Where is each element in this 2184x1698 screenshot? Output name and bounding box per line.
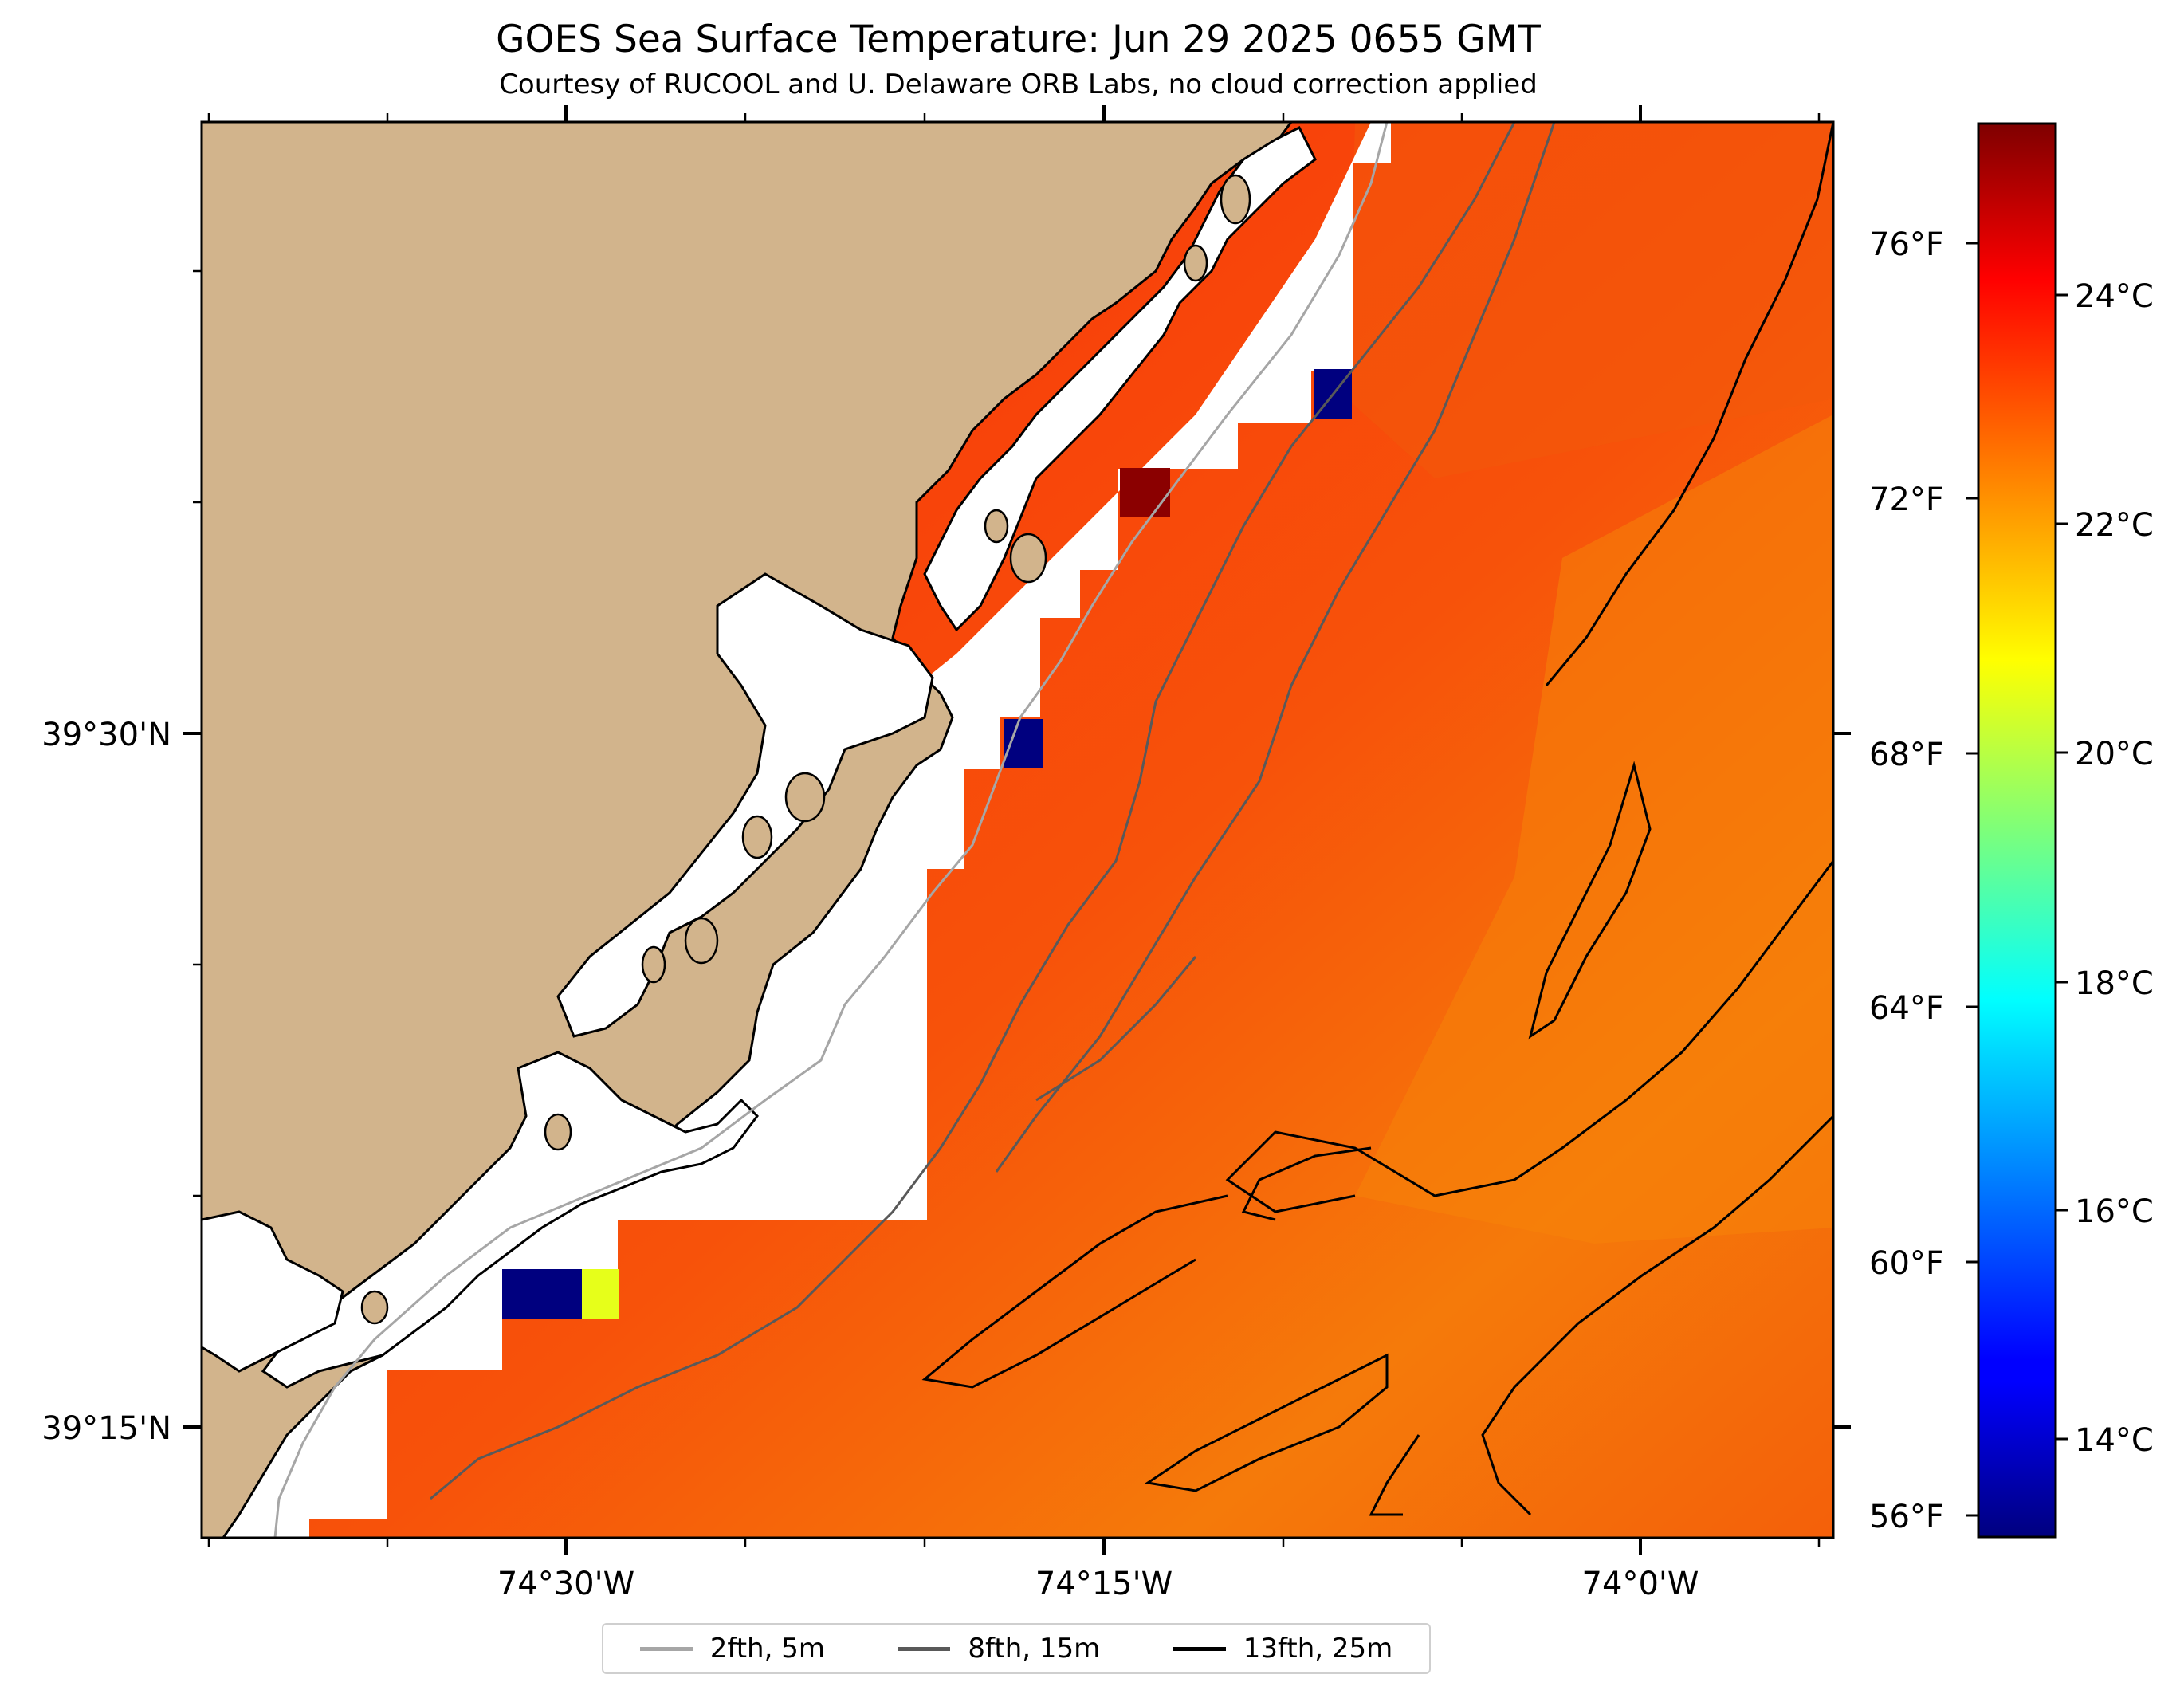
colorbar-label-60f: 60°F [1869, 1245, 1944, 1282]
map-subtitle: Courtesy of RUCOOL and U. Delaware ORB L… [499, 69, 1538, 100]
lat-label-39-15: 39°15'N [41, 1410, 171, 1447]
colorbar-ticks-celsius [2056, 293, 2068, 1441]
colorbar-label-56f: 56°F [1869, 1499, 1944, 1535]
legend-label-8fth: 8fth, 15m [968, 1633, 1101, 1665]
legend-swatch-2fth [639, 1646, 693, 1651]
legend-item-2fth: 2fth, 5m [639, 1633, 825, 1665]
colorbar-label-68f: 68°F [1869, 737, 1944, 773]
cloud-pixel-darkred-3 [1120, 468, 1170, 517]
map-minor-ticks [193, 113, 1821, 1547]
colorbar-label-72f: 72°F [1869, 481, 1944, 518]
marsh-islands [360, 174, 1251, 1325]
isobath-2fth [273, 122, 1389, 1538]
isobath-8fth [430, 122, 1556, 1500]
isobath-legend: 2fth, 5m 8fth, 15m 13fth, 25m [602, 1623, 1431, 1674]
sst-band-east [1355, 415, 1833, 1244]
map-title: GOES Sea Surface Temperature: Jun 29 202… [496, 18, 1541, 61]
colorbar-ticks-fahrenheit [1966, 242, 1978, 1517]
colorbar-label-14c: 14°C [2075, 1422, 2154, 1459]
sst-band-north [1347, 122, 1833, 478]
bay-southwest [202, 1210, 344, 1373]
colorbar-label-16c: 16°C [2075, 1193, 2154, 1230]
map-panel [202, 122, 1833, 1538]
lon-label-74-30: 74°30'W [497, 1566, 634, 1602]
colorbar-label-76f: 76°F [1869, 226, 1944, 263]
colorbar-label-64f: 64°F [1869, 990, 1944, 1027]
legend-item-13fth: 13fth, 25m [1173, 1633, 1393, 1665]
map-border [200, 120, 1835, 1539]
legend-label-13fth: 13fth, 25m [1243, 1633, 1393, 1665]
map-ticks [183, 105, 1851, 1555]
lat-label-39-30: 39°30'N [41, 717, 171, 753]
lon-label-74-0: 74°0'W [1582, 1566, 1699, 1602]
colorbar-label-22c: 22°C [2075, 507, 2154, 544]
colorbar-label-20c: 20°C [2075, 736, 2154, 772]
legend-item-8fth: 8fth, 15m [898, 1633, 1100, 1665]
colorbar-label-18c: 18°C [2075, 965, 2154, 1002]
legend-swatch-13fth [1173, 1646, 1226, 1651]
lon-label-74-15: 74°15'W [1035, 1566, 1173, 1602]
isobath-13fth [921, 122, 1833, 1516]
cloud-pixel-yellow [582, 1269, 619, 1319]
colorbar-label-24c: 24°C [2075, 278, 2154, 315]
cloud-pixel-navy-3 [502, 1269, 582, 1319]
legend-label-2fth: 2fth, 5m [709, 1633, 825, 1665]
colorbar [1977, 122, 2057, 1539]
bay-north [923, 125, 1317, 632]
legend-swatch-8fth [898, 1646, 951, 1651]
